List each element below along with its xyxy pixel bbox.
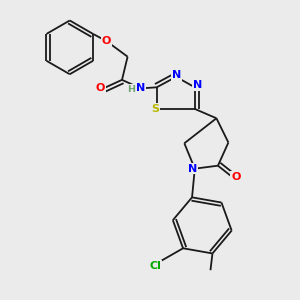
- Text: N: N: [136, 83, 145, 93]
- Text: N: N: [172, 70, 181, 80]
- Text: O: O: [102, 36, 111, 46]
- Text: O: O: [231, 172, 241, 182]
- Text: Cl: Cl: [150, 261, 161, 271]
- Text: N: N: [188, 164, 198, 174]
- Text: H: H: [127, 85, 135, 94]
- Text: N: N: [193, 80, 203, 90]
- Text: S: S: [151, 104, 159, 114]
- Text: O: O: [96, 83, 105, 93]
